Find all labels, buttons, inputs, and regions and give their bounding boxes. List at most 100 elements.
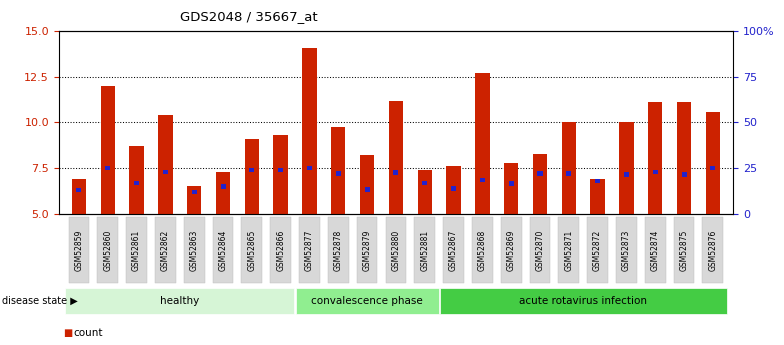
FancyBboxPatch shape bbox=[299, 217, 320, 283]
FancyBboxPatch shape bbox=[558, 217, 579, 283]
FancyBboxPatch shape bbox=[212, 217, 234, 283]
Text: GSM52873: GSM52873 bbox=[622, 229, 631, 271]
Bar bbox=[653, 169, 658, 174]
Text: GSM52875: GSM52875 bbox=[680, 229, 688, 271]
FancyBboxPatch shape bbox=[501, 217, 521, 283]
Bar bbox=[509, 181, 514, 186]
Text: GSM52860: GSM52860 bbox=[103, 229, 112, 271]
Bar bbox=[105, 166, 111, 170]
FancyBboxPatch shape bbox=[241, 217, 262, 283]
Text: convalescence phase: convalescence phase bbox=[311, 296, 423, 306]
FancyBboxPatch shape bbox=[184, 217, 205, 283]
Bar bbox=[216, 172, 230, 214]
Bar bbox=[706, 112, 720, 214]
Bar bbox=[336, 171, 341, 176]
FancyBboxPatch shape bbox=[68, 217, 89, 283]
Text: GSM52862: GSM52862 bbox=[161, 229, 170, 271]
Bar bbox=[504, 163, 518, 214]
Text: acute rotavirus infection: acute rotavirus infection bbox=[519, 296, 648, 306]
Text: healthy: healthy bbox=[160, 296, 199, 306]
Bar bbox=[187, 186, 201, 214]
Text: GSM52876: GSM52876 bbox=[709, 229, 717, 271]
Bar bbox=[331, 127, 346, 214]
Bar bbox=[595, 179, 600, 183]
FancyBboxPatch shape bbox=[386, 217, 406, 283]
Text: GSM52880: GSM52880 bbox=[391, 229, 401, 271]
Bar bbox=[538, 171, 543, 176]
Bar bbox=[681, 172, 687, 177]
FancyBboxPatch shape bbox=[616, 217, 637, 283]
FancyBboxPatch shape bbox=[415, 217, 435, 283]
Text: GSM52874: GSM52874 bbox=[651, 229, 660, 271]
Bar bbox=[134, 180, 139, 185]
Bar bbox=[590, 179, 604, 214]
Text: GSM52878: GSM52878 bbox=[334, 229, 343, 271]
FancyBboxPatch shape bbox=[443, 217, 464, 283]
FancyBboxPatch shape bbox=[645, 217, 666, 283]
Bar bbox=[394, 170, 398, 175]
Bar bbox=[220, 184, 226, 189]
Bar bbox=[619, 122, 633, 214]
Bar bbox=[307, 166, 312, 170]
Bar bbox=[475, 73, 489, 214]
Text: GSM52863: GSM52863 bbox=[190, 229, 198, 271]
Bar bbox=[278, 168, 283, 172]
Text: GSM52864: GSM52864 bbox=[219, 229, 227, 271]
Bar bbox=[360, 155, 374, 214]
FancyBboxPatch shape bbox=[155, 217, 176, 283]
Bar bbox=[418, 170, 432, 214]
Bar bbox=[129, 146, 143, 214]
Bar bbox=[389, 100, 403, 214]
Bar bbox=[77, 188, 82, 193]
Bar bbox=[677, 102, 691, 214]
FancyBboxPatch shape bbox=[530, 217, 550, 283]
FancyBboxPatch shape bbox=[440, 288, 727, 314]
Bar bbox=[163, 169, 168, 174]
Bar bbox=[249, 168, 254, 172]
Bar bbox=[451, 186, 456, 190]
Text: GDS2048 / 35667_at: GDS2048 / 35667_at bbox=[180, 10, 318, 23]
FancyBboxPatch shape bbox=[702, 217, 724, 283]
FancyBboxPatch shape bbox=[65, 288, 295, 314]
Text: GSM52868: GSM52868 bbox=[478, 229, 487, 271]
Bar bbox=[192, 190, 197, 194]
FancyBboxPatch shape bbox=[270, 217, 291, 283]
Text: GSM52872: GSM52872 bbox=[593, 229, 602, 271]
FancyBboxPatch shape bbox=[673, 217, 695, 283]
Bar bbox=[158, 115, 172, 214]
FancyBboxPatch shape bbox=[97, 217, 118, 283]
Text: GSM52877: GSM52877 bbox=[305, 229, 314, 271]
Bar bbox=[100, 86, 115, 214]
Bar bbox=[710, 166, 715, 170]
Bar bbox=[274, 135, 288, 214]
FancyBboxPatch shape bbox=[328, 217, 349, 283]
Text: disease state ▶: disease state ▶ bbox=[2, 296, 78, 306]
FancyBboxPatch shape bbox=[296, 288, 438, 314]
Bar bbox=[423, 180, 427, 185]
Text: GSM52869: GSM52869 bbox=[506, 229, 516, 271]
Text: count: count bbox=[73, 328, 103, 338]
Bar bbox=[303, 48, 317, 214]
FancyBboxPatch shape bbox=[472, 217, 492, 283]
Text: GSM52870: GSM52870 bbox=[535, 229, 545, 271]
FancyBboxPatch shape bbox=[587, 217, 608, 283]
Bar bbox=[566, 171, 572, 176]
FancyBboxPatch shape bbox=[126, 217, 147, 283]
Text: GSM52879: GSM52879 bbox=[363, 229, 372, 271]
Bar bbox=[72, 179, 86, 214]
Text: ■: ■ bbox=[63, 328, 72, 338]
Bar bbox=[648, 102, 662, 214]
Text: GSM52861: GSM52861 bbox=[132, 229, 141, 271]
Bar bbox=[624, 172, 629, 177]
Text: GSM52866: GSM52866 bbox=[276, 229, 285, 271]
Bar bbox=[245, 139, 259, 214]
Text: GSM52865: GSM52865 bbox=[247, 229, 256, 271]
Bar bbox=[446, 166, 461, 214]
Text: GSM52881: GSM52881 bbox=[420, 229, 429, 271]
Text: GSM52867: GSM52867 bbox=[449, 229, 458, 271]
Bar bbox=[561, 121, 576, 214]
Bar bbox=[480, 178, 485, 183]
Bar bbox=[533, 154, 547, 214]
Text: GSM52859: GSM52859 bbox=[74, 229, 83, 271]
Bar bbox=[365, 187, 369, 191]
